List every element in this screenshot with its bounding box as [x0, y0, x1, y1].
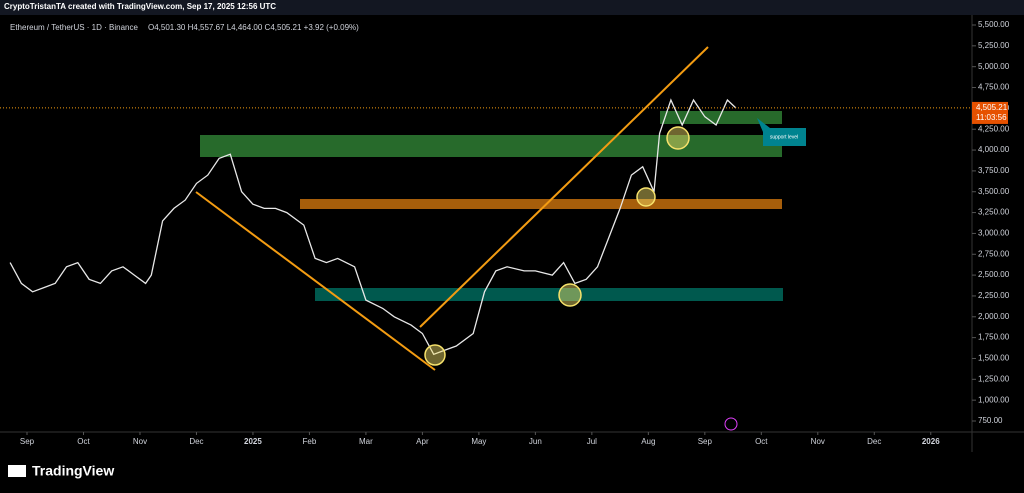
last-price-label: 4,505.21: [976, 103, 1008, 112]
highlight-circle: [666, 126, 690, 150]
y-tick-label: 4,250.00: [978, 124, 1010, 133]
x-tick-label: 2026: [922, 437, 940, 446]
support-zone: [660, 111, 782, 124]
y-tick-label: 4,000.00: [978, 145, 1010, 154]
annotation: support level: [770, 134, 798, 140]
x-tick-label: Aug: [641, 437, 655, 446]
x-tick-label: Jul: [587, 437, 597, 446]
x-tick-label: Dec: [867, 437, 881, 446]
price-line: [9, 98, 737, 356]
y-tick-label: 1,250.00: [978, 374, 1010, 383]
x-tick-label: Dec: [189, 437, 203, 446]
highlight-circle: [558, 283, 582, 307]
countdown: 11:03:56: [976, 113, 1007, 122]
y-tick-label: 1,500.00: [978, 354, 1010, 363]
x-tick-label: Nov: [133, 437, 147, 446]
annotation-callout: [757, 118, 806, 146]
header: CryptoTristanTA created with TradingView…: [4, 2, 276, 11]
highlight-circle: [424, 344, 446, 366]
y-tick-label: 750.00: [978, 416, 1003, 425]
y-tick-label: 3,250.00: [978, 208, 1010, 217]
y-tick-label: 3,000.00: [978, 229, 1010, 238]
y-tick-label: 3,500.00: [978, 187, 1010, 196]
ohlc: O4,501.30 H4,557.67 L4,464.00 C4,505.21 …: [148, 23, 359, 32]
resistance-zone: [200, 135, 782, 157]
chart-title: Ethereum / TetherUS · 1D · Binance: [10, 23, 138, 32]
x-tick-label: Oct: [755, 437, 768, 446]
y-tick-label: 1,750.00: [978, 333, 1010, 342]
event-icon: [724, 417, 738, 431]
teal-zone: [315, 288, 783, 301]
highlight-circle: [636, 187, 656, 207]
y-tick-label: 1,000.00: [978, 395, 1010, 404]
y-tick-label: 5,000.00: [978, 62, 1010, 71]
x-tick-label: Nov: [811, 437, 825, 446]
y-tick-label: 3,750.00: [978, 166, 1010, 175]
header-bar: [0, 0, 1024, 15]
y-tick-label: 2,750.00: [978, 249, 1010, 258]
x-tick-label: 2025: [244, 437, 262, 446]
x-tick-label: Mar: [359, 437, 373, 446]
y-tick-label: 5,500.00: [978, 20, 1010, 29]
x-tick-label: May: [471, 437, 486, 446]
brand-logo: [8, 465, 26, 477]
x-tick-label: Oct: [77, 437, 90, 446]
orange-zone: [300, 199, 782, 209]
x-tick-label: Sep: [698, 437, 713, 446]
x-tick-label: Jun: [529, 437, 542, 446]
y-tick-label: 2,250.00: [978, 291, 1010, 300]
trend-line: [419, 46, 709, 328]
y-tick-label: 4,750.00: [978, 83, 1010, 92]
last-price-box: [972, 101, 1008, 124]
brand: TradingView: [32, 463, 114, 479]
x-tick-label: Apr: [416, 437, 429, 446]
y-tick-label: 2,000.00: [978, 312, 1010, 321]
y-tick-label: 2,500.00: [978, 270, 1010, 279]
x-tick-label: Sep: [20, 437, 35, 446]
y-tick-label: 5,250.00: [978, 41, 1010, 50]
x-tick-label: Feb: [303, 437, 317, 446]
trend-line: [195, 191, 436, 371]
